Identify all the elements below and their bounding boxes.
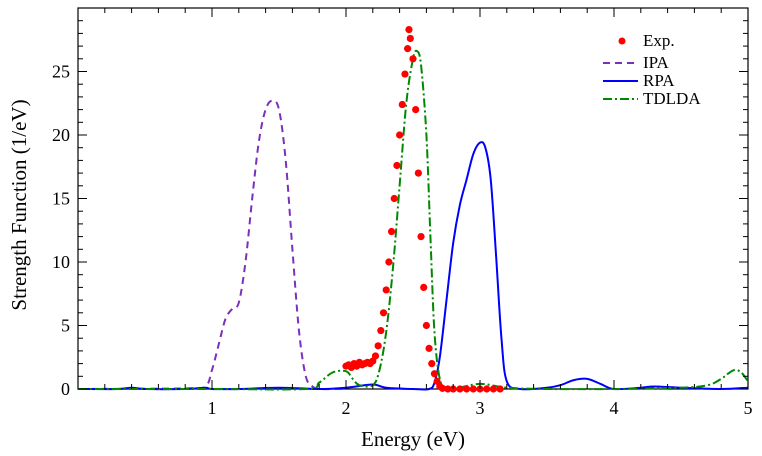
legend: Exp. IPA RPA TDLDA <box>603 31 701 108</box>
x-tick-label: 1 <box>208 398 217 418</box>
exp-data-point <box>422 321 430 330</box>
exp-data-point <box>469 385 477 393</box>
exp-data-point <box>379 309 388 317</box>
exp-data-point <box>456 385 464 393</box>
exp-data-point <box>377 326 385 335</box>
exp-data-point <box>382 286 390 294</box>
x-tick-label: 3 <box>476 398 485 418</box>
x-axis-label: Energy (eV) <box>361 427 465 451</box>
exp-data-point <box>390 194 398 203</box>
legend-exp-label: Exp. <box>643 31 675 50</box>
exp-data-point <box>406 34 414 43</box>
x-tick-label: 2 <box>342 398 351 418</box>
exp-data-point <box>414 169 422 177</box>
exp-data-point <box>420 283 428 291</box>
series-layer <box>77 49 749 391</box>
x-tick-label: 5 <box>744 398 753 418</box>
exp-data-point <box>425 344 433 352</box>
exp-data-point <box>405 25 413 34</box>
exp-data-point <box>398 100 406 109</box>
legend-rpa-label: RPA <box>643 71 675 90</box>
exp-data-point <box>428 360 436 368</box>
exp-data-point <box>438 384 447 392</box>
exp-data-point <box>409 55 417 63</box>
exp-data-point <box>417 233 425 241</box>
exp-data-point <box>444 385 452 393</box>
x-tick-label: 4 <box>610 398 619 418</box>
series-line-ipa <box>77 99 346 391</box>
legend-tdlda-label: TDLDA <box>643 89 701 108</box>
series-line-tdlda <box>78 49 749 391</box>
exp-data-point <box>489 385 497 393</box>
exp-data-point <box>463 385 471 393</box>
y-tick-label: 15 <box>52 189 70 209</box>
y-tick-label: 5 <box>61 316 70 336</box>
series-line-rpa <box>77 141 749 391</box>
exp-data-point <box>401 70 409 78</box>
exp-data-point <box>385 258 393 266</box>
exp-data-point <box>430 370 439 378</box>
y-tick-label: 25 <box>52 62 70 82</box>
exp-data-point <box>393 161 401 170</box>
exp-data-point <box>387 227 396 236</box>
exp-data-point <box>396 131 404 139</box>
exp-data-point <box>404 45 412 53</box>
y-tick-label: 20 <box>52 125 70 145</box>
exp-data-point <box>496 385 504 393</box>
axes-layer: 1 2 3 4 5 0 5 10 15 20 25 <box>52 8 753 418</box>
y-tick-label: 0 <box>61 379 70 399</box>
legend-ipa-label: IPA <box>643 53 670 72</box>
y-axis-label: Strength Function (1/eV) <box>7 99 31 310</box>
exp-data-point <box>371 352 380 360</box>
exp-data-point <box>374 342 382 350</box>
exp-points-layer <box>342 25 504 393</box>
plot-area <box>77 7 749 393</box>
legend-exp-marker <box>618 37 626 45</box>
exp-data-point <box>412 106 420 114</box>
exp-data-point <box>483 385 491 393</box>
y-tick-label: 10 <box>52 252 70 272</box>
